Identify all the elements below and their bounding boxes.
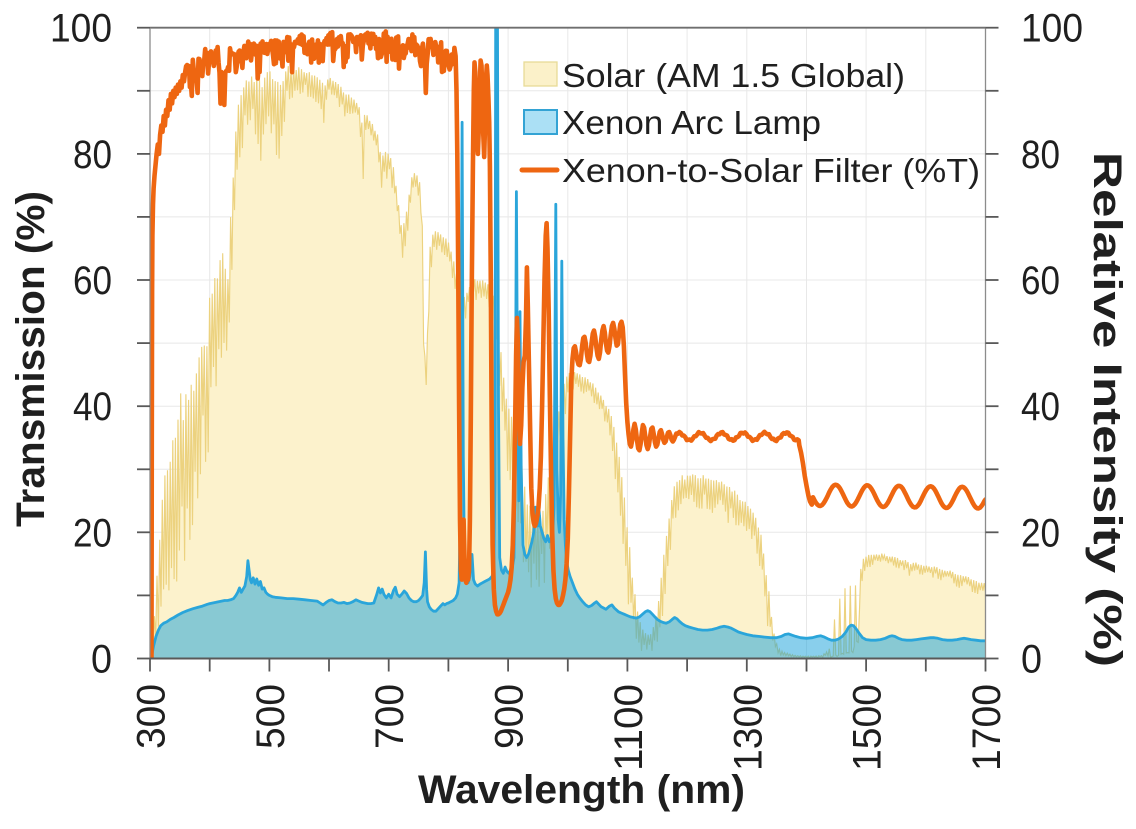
svg-text:40: 40 (1021, 385, 1060, 429)
svg-text:700: 700 (368, 684, 412, 749)
svg-text:80: 80 (1021, 133, 1060, 177)
svg-text:40: 40 (73, 385, 112, 429)
svg-text:60: 60 (1021, 259, 1060, 303)
svg-text:Xenon-to-Solar Filter (%T): Xenon-to-Solar Filter (%T) (562, 152, 980, 189)
svg-text:60: 60 (73, 259, 112, 303)
svg-text:Wavelength (nm): Wavelength (nm) (418, 768, 745, 812)
svg-text:300: 300 (130, 684, 174, 749)
svg-text:20: 20 (1021, 511, 1060, 555)
svg-text:80: 80 (73, 133, 112, 177)
svg-text:1300: 1300 (726, 684, 770, 771)
svg-text:0: 0 (91, 638, 112, 682)
svg-text:900: 900 (488, 684, 532, 749)
svg-text:1500: 1500 (846, 684, 890, 771)
svg-text:100: 100 (1021, 7, 1083, 51)
svg-text:100: 100 (50, 7, 112, 51)
svg-text:Relative Intensity (%): Relative Intensity (%) (1085, 152, 1129, 667)
svg-text:Solar (AM 1.5 Global): Solar (AM 1.5 Global) (562, 57, 905, 94)
svg-text:Transmission (%): Transmission (%) (9, 191, 53, 527)
svg-text:1100: 1100 (607, 684, 651, 771)
svg-text:500: 500 (249, 684, 293, 749)
svg-text:20: 20 (73, 511, 112, 555)
svg-text:Xenon Arc Lamp: Xenon Arc Lamp (562, 104, 821, 141)
svg-text:0: 0 (1021, 638, 1042, 682)
svg-text:1700: 1700 (965, 684, 1009, 771)
